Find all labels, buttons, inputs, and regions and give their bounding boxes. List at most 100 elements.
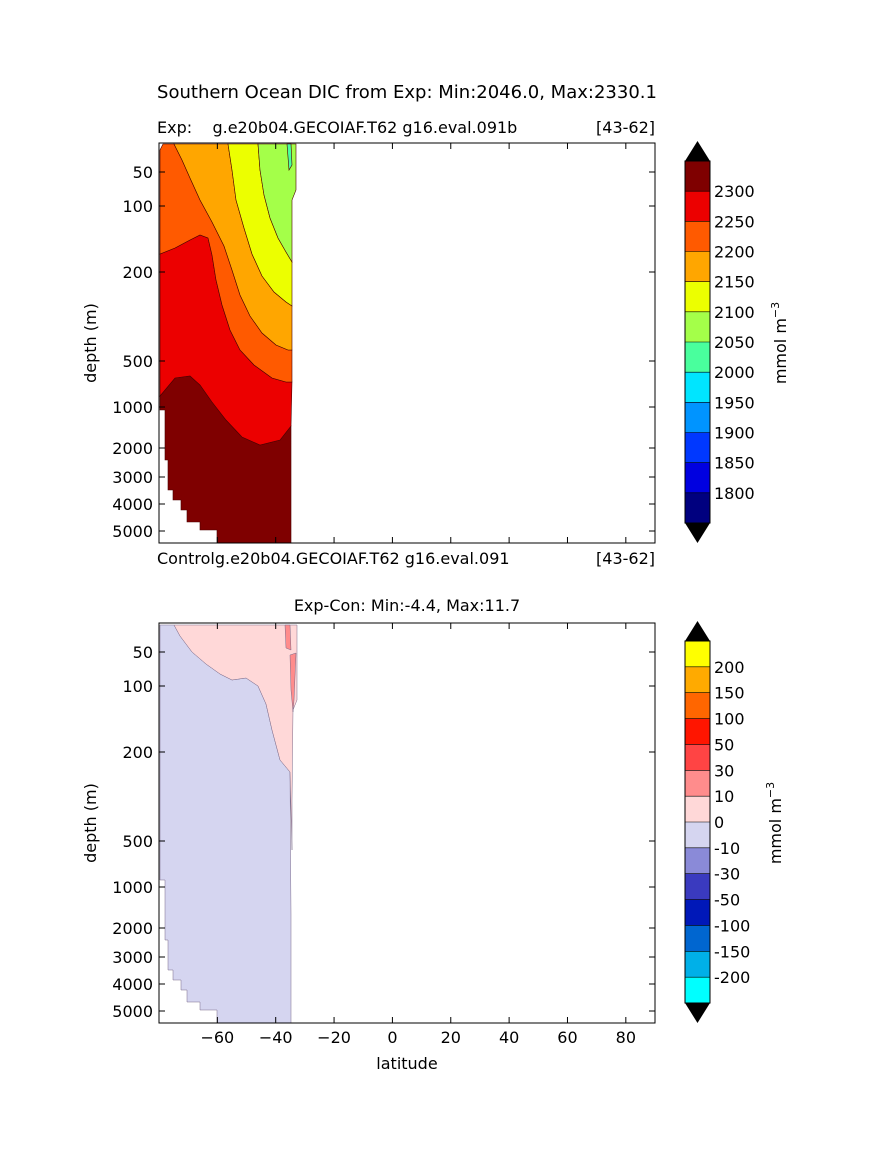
diff-ylabel: depth (m): [81, 783, 100, 863]
colorbar-swatch: [685, 641, 710, 667]
y-tick-label: 100: [122, 677, 153, 696]
y-tick-label: 200: [122, 743, 153, 762]
y-tick-label: 500: [122, 832, 153, 851]
colorbar-swatch: [685, 432, 710, 463]
diff-axes-frame: [158, 622, 656, 1024]
colorbar-swatch: [685, 666, 710, 693]
colorbar-swatch: [685, 899, 710, 926]
colorbar-tick-label: -100: [714, 916, 750, 935]
y-tick-label: 1000: [112, 398, 153, 417]
colorbar-swatch: [685, 161, 710, 192]
x-tick-label: 20: [441, 1028, 461, 1047]
y-tick-label: 500: [122, 352, 153, 371]
colorbar-tick-label: 150: [714, 684, 745, 703]
colorbar-tick-label: 30: [714, 761, 734, 780]
diff-title: Exp-Con: Min:-4.4, Max:11.7: [294, 596, 520, 615]
exp-title-right: [43-62]: [596, 118, 655, 137]
exp-contour-field: [159, 143, 297, 544]
colorbar-swatch: [685, 770, 710, 797]
exp-ylabel: depth (m): [81, 303, 100, 383]
x-tick-label: −40: [259, 1028, 293, 1047]
diff-xlabel: latitude: [376, 1054, 437, 1073]
colorbar-swatch: [685, 925, 710, 952]
colorbar-tick-label: 1950: [714, 393, 755, 412]
y-tick-label: 1000: [112, 878, 153, 897]
exp-colorbar-label: mmol m−3: [769, 302, 790, 384]
y-tick-label: 50: [133, 643, 153, 662]
diff-contour-10-a: [284, 624, 292, 651]
colorbar-tick-label: 2050: [714, 333, 755, 352]
colorbar-swatch: [685, 692, 710, 719]
colorbar-swatch: [685, 951, 710, 978]
colorbar-swatch: [685, 977, 710, 1003]
x-tick-label: 80: [616, 1028, 636, 1047]
colorbar-tick-label: 2250: [714, 212, 755, 231]
diff-y-ticks: 50 100 200 500 1000 2000 3000 4000 5000: [112, 643, 655, 1021]
y-tick-label: 100: [122, 197, 153, 216]
exp-axes-frame: [158, 142, 656, 544]
y-tick-label: 5000: [112, 1002, 153, 1021]
colorbar-swatch: [685, 718, 710, 745]
colorbar-over-triangle: [685, 621, 710, 641]
exp-y-ticks: 50 100 200 500 1000 2000 3000 4000 5000: [112, 163, 655, 541]
colorbar-swatch: [685, 492, 710, 523]
x-tick-label: 60: [557, 1028, 577, 1047]
colorbar-over-triangle: [685, 141, 710, 161]
x-tick-label: −20: [317, 1028, 351, 1047]
colorbar-tick-label: 200: [714, 658, 745, 677]
colorbar-tick-label: 2200: [714, 243, 755, 262]
y-tick-label: 3000: [112, 948, 153, 967]
colorbar-tick-label: 10: [714, 787, 734, 806]
diff-contour-10-b: [289, 652, 297, 713]
colorbar-tick-label: 0: [714, 813, 724, 832]
colorbar-swatch: [685, 251, 710, 282]
colorbar-tick-label: -150: [714, 942, 750, 961]
diff-contour-field: [159, 624, 298, 1024]
colorbar-under-triangle: [685, 1003, 710, 1023]
colorbar-swatch: [685, 744, 710, 771]
y-tick-label: 4000: [112, 495, 153, 514]
y-tick-label: 200: [122, 263, 153, 282]
colorbar-swatch: [685, 221, 710, 252]
colorbar-swatch: [685, 822, 710, 848]
colorbar-swatch: [685, 372, 710, 403]
exp-title-left: Exp: g.e20b04.GECOIAF.T62 g16.eval.091b: [157, 118, 517, 137]
colorbar-tick-label: 1850: [714, 454, 755, 473]
y-tick-label: 5000: [112, 522, 153, 541]
colorbar-swatch: [685, 402, 710, 433]
colorbar-tick-label: -30: [714, 865, 740, 884]
x-tick-label: 0: [387, 1028, 397, 1047]
x-tick-label: −60: [200, 1028, 234, 1047]
control-title-left: Controlg.e20b04.GECOIAF.T62 g16.eval.091: [157, 549, 510, 568]
colorbar-tick-label: 1800: [714, 484, 755, 503]
colorbar-tick-label: -50: [714, 891, 740, 910]
colorbar-tick-label: 2150: [714, 273, 755, 292]
diff-contour-0: [173, 624, 298, 851]
colorbar-tick-label: 2300: [714, 182, 755, 201]
colorbar-tick-label: -10: [714, 839, 740, 858]
colorbar-swatch: [685, 462, 710, 493]
control-title-right: [43-62]: [596, 549, 655, 568]
colorbar-swatch: [685, 191, 710, 222]
exp-contour-2050: [257, 143, 297, 264]
colorbar-tick-label: 1900: [714, 424, 755, 443]
exp-colorbar: 1800 1850 1900 1950 2000 2050 2100 2150 2200 2250…: [684, 141, 755, 543]
x-tick-label: 40: [499, 1028, 519, 1047]
colorbar-tick-label: 2000: [714, 363, 755, 382]
colorbar-swatch: [685, 281, 710, 312]
diff-colorbar-label: mmol m−3: [764, 782, 785, 864]
colorbar-swatch: [685, 873, 710, 900]
exp-panel: Exp: g.e20b04.GECOIAF.T62 g16.eval.091b …: [81, 118, 790, 544]
colorbar-tick-label: 50: [714, 735, 734, 754]
y-tick-label: 2000: [112, 439, 153, 458]
colorbar-swatch: [685, 847, 710, 874]
colorbar-swatch: [685, 342, 710, 373]
colorbar-tick-label: -200: [714, 968, 750, 987]
colorbar-tick-label: 100: [714, 710, 745, 729]
y-tick-label: 3000: [112, 468, 153, 487]
y-tick-label: 50: [133, 163, 153, 182]
colorbar-swatch: [685, 796, 710, 822]
colorbar-under-triangle: [685, 523, 710, 543]
